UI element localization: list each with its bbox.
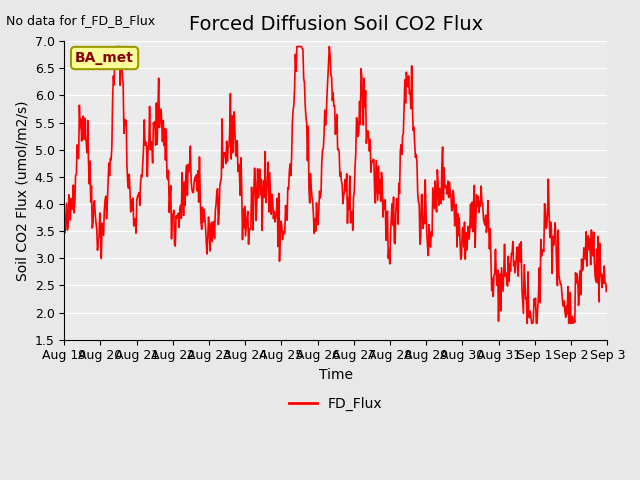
Title: Forced Diffusion Soil CO2 Flux: Forced Diffusion Soil CO2 Flux	[189, 15, 483, 34]
Y-axis label: Soil CO2 Flux (umol/m2/s): Soil CO2 Flux (umol/m2/s)	[15, 100, 29, 281]
Text: No data for f_FD_B_Flux: No data for f_FD_B_Flux	[6, 14, 156, 27]
Legend: FD_Flux: FD_Flux	[284, 391, 388, 416]
X-axis label: Time: Time	[319, 368, 353, 382]
Text: BA_met: BA_met	[75, 51, 134, 65]
